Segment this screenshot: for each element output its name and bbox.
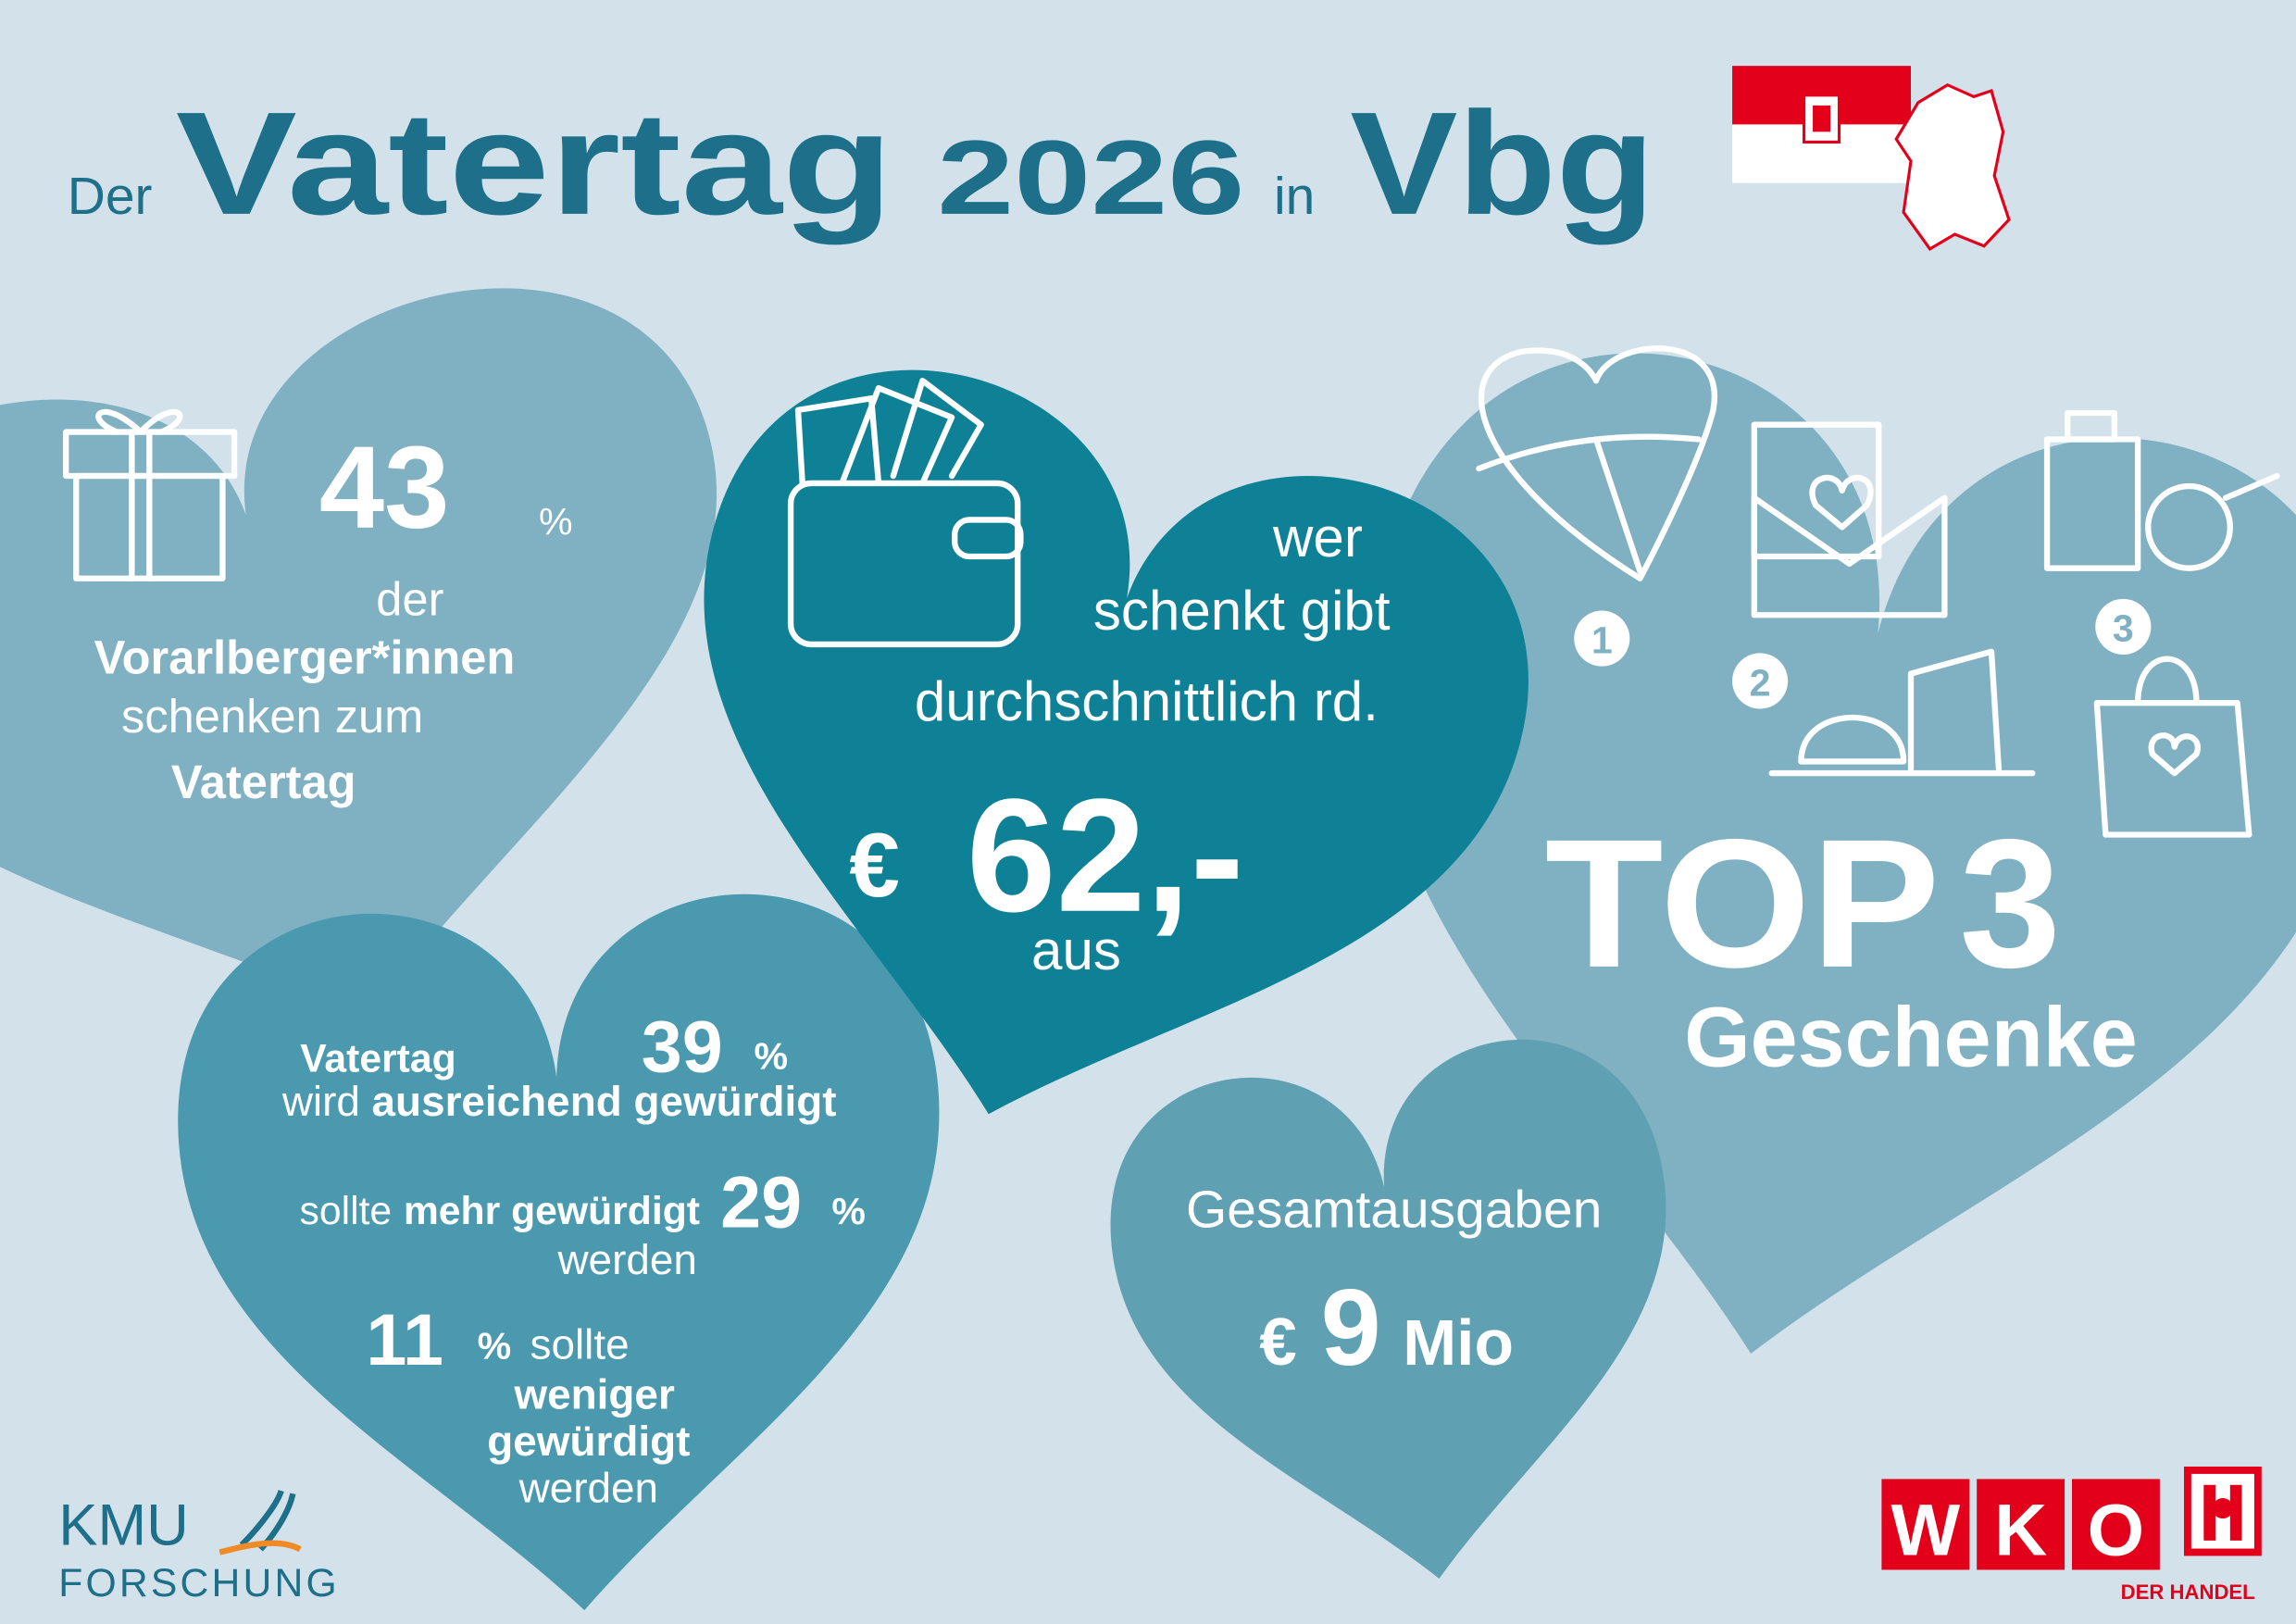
flag [1732,66,1912,183]
spending-currency: € [849,814,900,916]
share-unit: % [539,500,573,543]
rank: 3 [2113,607,2134,650]
gift-icon [63,408,238,581]
appr-text: sollte [530,1320,630,1368]
title-in: in [1274,167,1315,226]
rank: 2 [1750,661,1771,704]
appr-text: wird ausreichend gewürdigt [281,1077,837,1125]
appr-text: werden [556,1235,696,1283]
appr-text: sollte mehr gewürdigt [300,1189,700,1233]
appr-text: Vatertag [300,1037,455,1081]
title-vbg: Vbg [1350,81,1654,245]
appr-unit: % [478,1325,512,1368]
rank-badge [1574,610,1630,667]
rank-badge [2095,598,2152,655]
total-label: Gesamtausgaben [1186,1180,1602,1239]
map-vorarlberg [1894,82,2011,251]
spending-line: wer [1272,506,1363,568]
appr-text: werden [518,1464,658,1512]
wko-subtitle: DER HANDEL [2121,1580,2255,1604]
kmu-logo: FORSCHUNG [58,1561,340,1605]
share-line: schenken zum [121,690,423,743]
top-subtitle: Geschenke [1684,990,2137,1084]
share-line: Vatertag [171,756,356,808]
kmu-logo: KMU [58,1493,189,1558]
total-currency: € [1259,1305,1296,1380]
wallet-icon [787,378,1024,648]
spending-line: durchschnittlich rd. [915,670,1379,732]
top-number: 3 [1959,801,2061,1006]
total-amount: 9 [1321,1267,1381,1388]
appr-text: ausreichend gewürdigt [372,1077,837,1125]
share-line: Vorarlberger*innen [94,631,516,684]
spending-line: aus [1031,919,1121,981]
appr-unit: % [831,1190,866,1232]
appr-value: 11 [366,1298,443,1380]
rank: 1 [1591,618,1613,661]
wko-logo [1881,1466,2262,1570]
appr-text: wird [281,1077,360,1125]
top-label: TOP [1545,801,1940,1006]
total-unit: Mio [1403,1306,1514,1379]
wko-letter: W [1891,1489,1961,1571]
gift-icons [1476,345,2280,838]
share-value: 43 [319,420,450,552]
appr-text: mehr gewürdigt [404,1189,700,1233]
title-der: Der [68,167,153,226]
appr-value: 29 [720,1160,802,1243]
appr-unit: % [755,1035,789,1078]
appr-text: gewürdigt [487,1417,690,1465]
wko-letter: O [2088,1489,2145,1571]
title-year: 2026 [937,119,1244,237]
wko-letter: K [1994,1489,2047,1571]
kmu-swoosh [218,1540,302,1555]
spending-amount: 62,- [967,766,1244,945]
title-vatertag: Vatertag [176,81,893,245]
spending-line: schenkt gibt [1093,580,1391,642]
appr-text: sollte [300,1189,393,1233]
appr-value: 39 [642,1006,723,1088]
appr-text: weniger [514,1370,675,1418]
rank-badge [1732,653,1789,709]
share-line: der [376,572,443,625]
